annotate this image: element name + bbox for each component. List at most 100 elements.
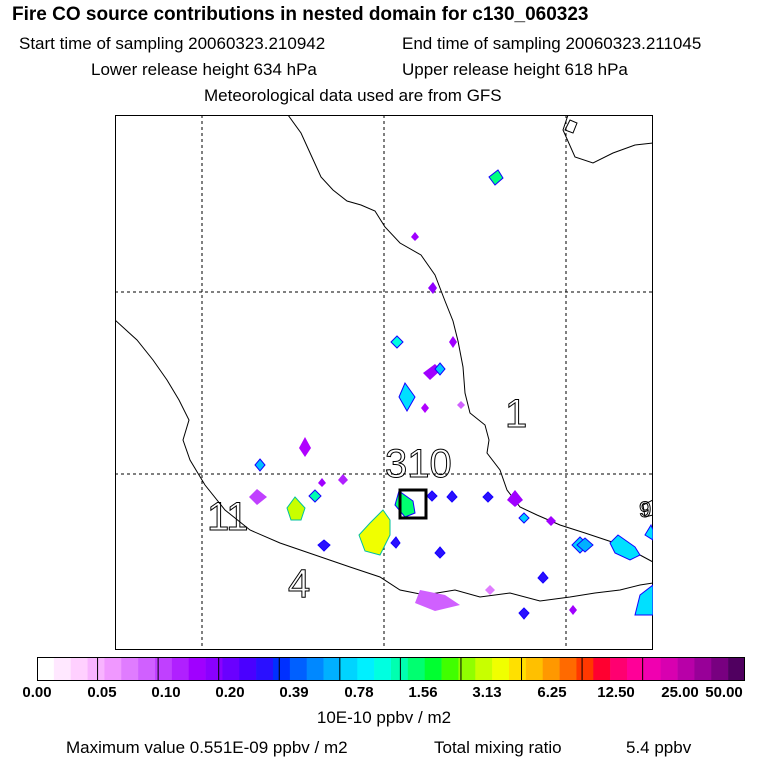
color-swatch [643, 657, 662, 681]
region-label: 310 [385, 442, 452, 486]
source-plume [249, 489, 267, 505]
coast-islet [564, 119, 578, 134]
color-swatch [37, 657, 55, 681]
region-label: 9 [639, 497, 651, 522]
source-plume [286, 496, 306, 521]
end-time-label: End time of sampling 20060323.211045 [402, 34, 702, 53]
tick-label: 6.25 [537, 684, 567, 701]
color-swatch [711, 657, 729, 681]
source-plume [485, 585, 495, 595]
source-plume [434, 546, 446, 559]
color-swatch [627, 657, 645, 681]
color-swatch [728, 657, 745, 681]
tick-label: 25.00 [661, 684, 699, 701]
tick-label: 3.13 [472, 684, 502, 701]
color-swatch [188, 657, 206, 681]
source-plume [415, 590, 460, 611]
source-plume [518, 607, 530, 620]
units-label: 10E-10 ppbv / m2 [316, 708, 452, 727]
max-value-label: Maximum value 0.551E-09 ppbv / m2 [66, 738, 348, 757]
color-scale-bar [37, 657, 745, 681]
source-plume [338, 474, 348, 485]
source-plume [537, 571, 549, 584]
source-plume [609, 534, 641, 561]
coast-pacific [115, 319, 653, 602]
source-plume [426, 490, 438, 502]
start-time-label: Start time of sampling 20060323.210942 [19, 34, 326, 53]
source-plume [390, 335, 404, 349]
color-swatch [306, 657, 324, 681]
total-mixing-label: Total mixing ratio [434, 738, 562, 757]
source-plume [318, 478, 326, 487]
source-plume [254, 458, 266, 472]
source-plume [546, 516, 556, 526]
region-label: 11 [207, 495, 249, 539]
color-swatch [593, 657, 611, 681]
color-swatch [87, 657, 105, 681]
upper-release-label: Upper release height 618 hPa [402, 60, 628, 79]
map-title: Fire CO source contributions in nested d… [12, 4, 589, 25]
color-swatch [610, 657, 628, 681]
color-swatch [357, 657, 375, 681]
coastlines [115, 115, 653, 602]
total-mixing-value: 5.4 ppbv [626, 738, 692, 757]
tick-label: 0.20 [215, 684, 245, 701]
source-plume [317, 539, 331, 552]
region-labels: 1 310 11 4 9 [207, 392, 652, 607]
tick-label: 0.78 [344, 684, 374, 701]
tick-label: 0.39 [279, 684, 309, 701]
source-plume [308, 489, 322, 503]
color-swatch [475, 657, 493, 681]
color-swatch [374, 657, 392, 681]
color-swatch [239, 657, 257, 681]
source-plume [644, 523, 653, 541]
color-swatch [525, 657, 544, 681]
tick-label: 1.56 [408, 684, 438, 701]
source-plume [390, 536, 401, 549]
color-swatch [340, 657, 358, 681]
source-plume [411, 232, 419, 241]
color-swatch [323, 657, 341, 681]
tick-label: 0.10 [151, 684, 181, 701]
map-frame: 1 310 11 4 9 [115, 115, 653, 650]
tick-label: 50.00 [705, 684, 743, 701]
source-plume [576, 537, 594, 553]
source-plume [507, 490, 523, 507]
color-swatch [458, 657, 476, 681]
source-plume [569, 605, 577, 615]
region-label: 4 [288, 562, 310, 606]
tick-label: 0.00 [22, 684, 52, 701]
source-plume [398, 381, 416, 413]
coast-gulf-east [562, 115, 653, 164]
color-scale-border [37, 657, 745, 681]
region-label: 1 [505, 392, 527, 436]
color-swatch [542, 657, 560, 681]
source-plume [457, 401, 465, 409]
coast-east-bump [642, 499, 653, 518]
color-swatch [694, 657, 712, 681]
color-swatch [138, 657, 156, 681]
source-plume [488, 169, 504, 186]
coast-gulf-west [287, 115, 653, 563]
source-plume [634, 584, 653, 616]
source-plume [358, 509, 391, 556]
color-swatch [70, 657, 88, 681]
color-swatch [424, 657, 442, 681]
color-swatch [155, 657, 173, 681]
sampling-box [398, 488, 428, 520]
color-swatch [677, 657, 695, 681]
source-plume [482, 491, 494, 503]
color-swatch [104, 657, 122, 681]
source-plume [299, 437, 311, 457]
map-gridlines [115, 115, 653, 650]
color-swatch [407, 657, 426, 681]
color-swatch [273, 657, 291, 681]
color-swatch [559, 657, 577, 681]
source-plume [421, 403, 429, 413]
tick-label: 12.50 [597, 684, 635, 701]
color-swatch [289, 657, 308, 681]
source-plume [518, 512, 530, 524]
tick-label: 0.05 [87, 684, 117, 701]
color-swatch [53, 657, 72, 681]
color-swatch [576, 657, 594, 681]
